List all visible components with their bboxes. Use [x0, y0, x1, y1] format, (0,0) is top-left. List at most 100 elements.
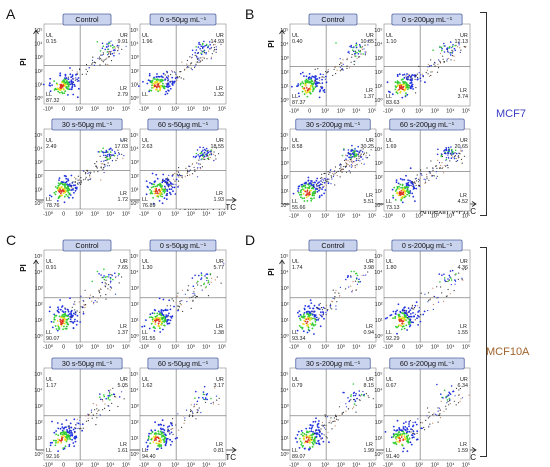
cell-dot: [440, 286, 442, 288]
cell-dot: [340, 164, 342, 166]
cell-dot: [406, 439, 409, 442]
cell-dot: [172, 173, 174, 175]
cell-dot: [69, 83, 72, 86]
cell-dot: [151, 172, 154, 175]
cell-dot: [105, 294, 107, 296]
cell-dot: [434, 65, 436, 67]
quadrant-value-ul: 1.62: [142, 383, 153, 389]
y-tick-label: 10⁰: [130, 334, 138, 340]
cell-dot: [448, 57, 450, 60]
cell-dot: [314, 188, 317, 190]
cell-dot: [411, 182, 413, 184]
plot-title-box: [51, 118, 123, 131]
cell-dot: [215, 147, 217, 149]
x-tick-label: 0: [62, 463, 65, 467]
cell-dot: [443, 389, 446, 392]
cell-dot: [209, 44, 211, 46]
x-tick-label: 10³: [337, 109, 345, 115]
cell-dot: [198, 163, 200, 165]
cell-dot: [57, 308, 60, 310]
cell-dot: [76, 310, 78, 312]
cell-dot: [331, 301, 334, 303]
cell-dot: [418, 72, 420, 74]
cell-dot: [428, 75, 431, 77]
cell-dot: [447, 280, 450, 282]
cell-dot: [118, 272, 120, 275]
cell-dot: [148, 432, 151, 435]
cell-dot: [75, 323, 78, 326]
cell-dot: [354, 280, 357, 282]
y-tick-label: 10¹: [35, 82, 43, 88]
cell-dot: [414, 304, 417, 307]
cell-dot: [223, 263, 225, 265]
cell-dot: [370, 149, 372, 151]
cell-dot: [210, 56, 213, 58]
cell-dot: [300, 326, 302, 329]
cell-dot: [197, 167, 199, 169]
cell-dot: [169, 81, 171, 83]
cell-dot: [169, 191, 171, 194]
cell-dot: [154, 321, 157, 323]
cell-dot: [71, 433, 74, 435]
cell-dot: [53, 316, 56, 319]
cell-dot: [171, 424, 174, 427]
cell-dot: [402, 312, 405, 315]
cell-dot: [161, 85, 164, 87]
cell-dot: [159, 192, 162, 194]
cell-dot: [429, 172, 431, 174]
cell-dot: [417, 314, 419, 317]
cell-dot: [121, 48, 123, 50]
cell-dot: [49, 90, 52, 93]
cell-dot: [403, 314, 406, 316]
cell-dot: [446, 399, 449, 401]
cell-dot: [356, 158, 358, 160]
cell-dot: [49, 442, 52, 444]
cell-dot: [206, 155, 208, 157]
cell-dot: [73, 83, 76, 86]
cell-dot: [449, 402, 451, 405]
cell-dot: [329, 303, 332, 305]
cell-dot: [323, 173, 325, 175]
cell-dot: [413, 74, 416, 77]
cell-dot: [311, 434, 314, 436]
quadrant-value-ul: 1.74: [292, 265, 303, 271]
cell-dot: [415, 423, 418, 426]
cell-dot: [85, 171, 87, 174]
cell-dot: [306, 441, 309, 444]
cell-dot: [203, 45, 205, 48]
quadrant-value-ll: 87.32: [46, 98, 60, 104]
cell-dot: [218, 403, 220, 406]
y-tick-label: 10²: [131, 69, 139, 75]
cell-dot: [66, 183, 69, 186]
cell-dot: [443, 172, 445, 174]
cell-dot: [177, 180, 180, 182]
cell-dot: [342, 63, 344, 65]
cell-dot: [434, 413, 436, 415]
cell-dot: [170, 188, 173, 191]
cell-dot: [354, 167, 356, 169]
x-tick-label: 10³: [91, 107, 99, 113]
cell-dot: [153, 192, 156, 195]
cell-dot: [338, 295, 341, 297]
cell-dot: [447, 164, 449, 166]
cell-dot: [396, 187, 399, 190]
y-tick-label: 10⁵: [280, 133, 288, 139]
cell-dot: [178, 176, 180, 178]
cell-dot: [300, 196, 302, 199]
cell-dot: [343, 159, 346, 161]
cell-dot: [160, 75, 163, 78]
cell-dot: [66, 82, 69, 85]
cell-dot: [196, 176, 199, 178]
plot-title-box: [389, 357, 465, 370]
cell-dot: [312, 323, 314, 326]
cell-dot: [156, 436, 159, 439]
cell-dot: [61, 426, 64, 428]
cell-dot: [108, 405, 110, 407]
cell-dot: [363, 163, 365, 165]
quadrant-value-ur: 14.93: [211, 39, 225, 45]
cell-dot: [159, 79, 162, 81]
cell-dot: [104, 407, 106, 409]
cell-dot: [73, 430, 76, 433]
cell-dot: [68, 425, 70, 427]
quadrant-value-lr: 0.94: [364, 330, 375, 336]
